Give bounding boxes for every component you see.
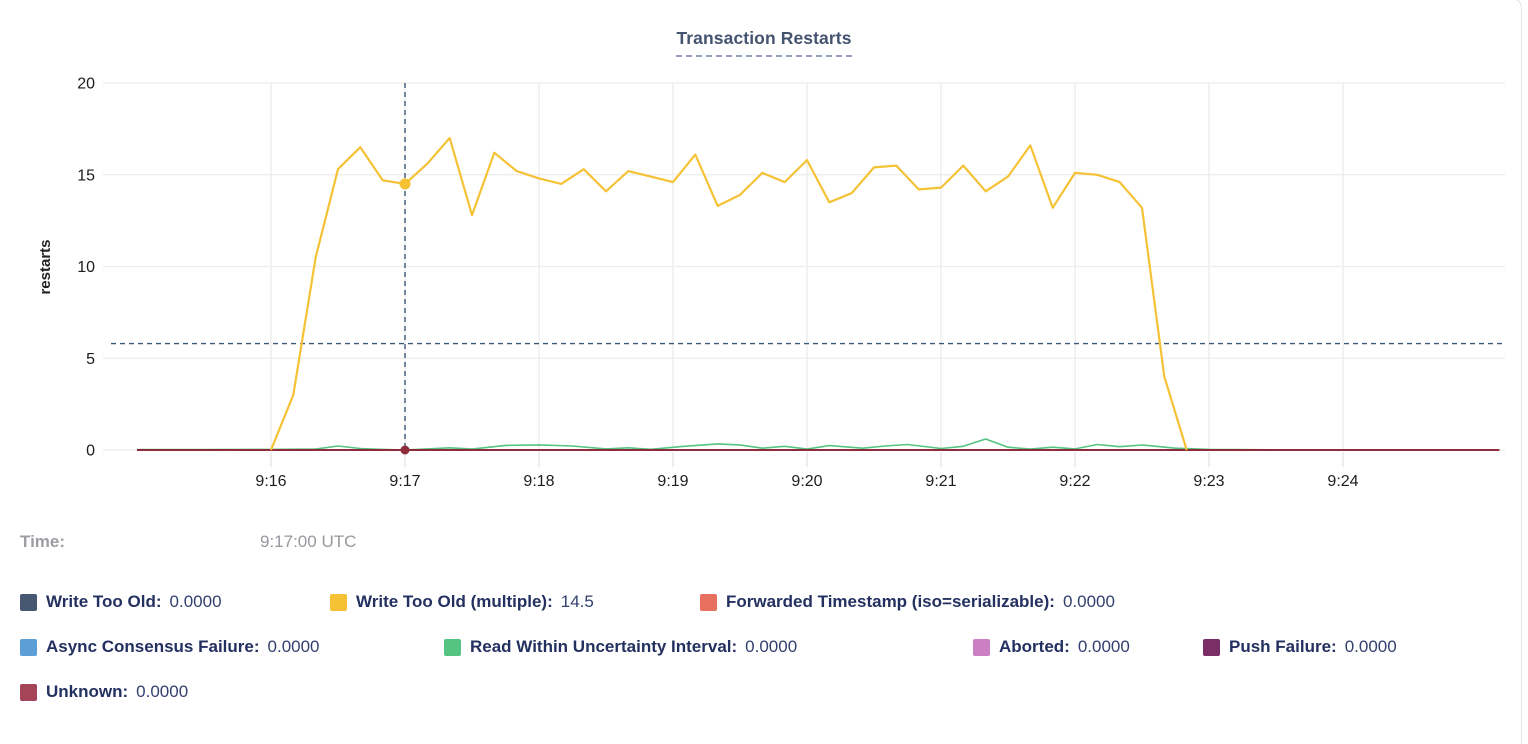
legend-item: Async Consensus Failure: 0.0000 <box>20 637 320 657</box>
y-tick-label: 15 <box>77 167 95 184</box>
hover-point <box>400 445 410 455</box>
x-tick-label: 9:17 <box>389 473 420 490</box>
chart-title: Transaction Restarts <box>676 28 852 57</box>
series-line-write-too-old-multiple <box>269 136 1188 451</box>
legend-label: Forwarded Timestamp (iso=serializable): <box>726 592 1055 611</box>
legend-item: Forwarded Timestamp (iso=serializable): 0… <box>700 592 1115 612</box>
legend-item: Write Too Old: 0.0000 <box>20 592 222 612</box>
legend-row: Write Too Old: 0.0000 Write Too Old (multi… <box>0 592 1528 620</box>
legend-swatch <box>1203 638 1220 656</box>
legend-swatch <box>20 593 37 611</box>
legend-item: Push Failure: 0.0000 <box>1203 637 1397 657</box>
x-tick-label: 9:21 <box>925 473 956 490</box>
hover-time-row: Time: 9:17:00 UTC <box>0 532 1528 558</box>
legend-label: Aborted: <box>999 637 1070 656</box>
legend-label: Async Consensus Failure: <box>46 637 260 656</box>
legend-swatch <box>700 593 717 611</box>
legend-item: Read Within Uncertainty Interval: 0.0000 <box>444 637 797 657</box>
legend-value: 0.0000 <box>1344 637 1397 656</box>
legend-label: Unknown: <box>46 682 129 701</box>
y-tick-label: 20 <box>77 76 95 93</box>
legend-value: 0.0000 <box>745 637 798 656</box>
legend-value: 0.0000 <box>267 637 320 656</box>
legend-label: Read Within Uncertainty Interval: <box>470 637 738 656</box>
legend-swatch <box>973 638 990 656</box>
legend-value: 0.0000 <box>136 682 189 701</box>
y-tick-label: 0 <box>86 443 95 460</box>
legend-value: 0.0000 <box>1062 592 1115 611</box>
legend-item: Unknown: 0.0000 <box>20 682 188 702</box>
legend-row: Unknown: 0.0000 <box>0 682 1528 710</box>
y-tick-label: 5 <box>86 351 95 368</box>
chart-plot-area[interactable]: 0 5 10 15 20 9:16 9:17 9:18 9:19 9:20 9:21 9:22 9:23… <box>0 0 1528 520</box>
y-axis-label: restarts <box>37 239 54 294</box>
y-tick-label: 10 <box>77 259 95 276</box>
legend-swatch <box>330 593 347 611</box>
x-tick-label: 9:16 <box>255 473 286 490</box>
legend-value: 0.0000 <box>169 592 222 611</box>
legend-label: Write Too Old (multiple): <box>356 592 553 611</box>
legend-swatch <box>444 638 461 656</box>
legend-row: Async Consensus Failure: 0.0000 Read Withi… <box>0 637 1528 665</box>
hover-time-value: 9:17:00 UTC <box>260 532 357 551</box>
legend-swatch <box>20 683 37 701</box>
x-tick-label: 9:18 <box>523 473 554 490</box>
hover-point <box>399 178 411 190</box>
legend-swatch <box>20 638 37 656</box>
chart-header: Transaction Restarts <box>0 28 1528 57</box>
x-tick-label: 9:19 <box>657 473 688 490</box>
x-tick-label: 9:22 <box>1059 473 1090 490</box>
x-tick-label: 9:20 <box>791 473 822 490</box>
legend-value: 0.0000 <box>1077 637 1130 656</box>
x-tick-label: 9:24 <box>1327 473 1358 490</box>
series-line-read-within-uncertainty-interval <box>137 438 1500 451</box>
legend-label: Push Failure: <box>1229 637 1337 656</box>
x-tick-label: 9:23 <box>1193 473 1224 490</box>
legend-item: Aborted: 0.0000 <box>973 637 1130 657</box>
legend-label: Write Too Old: <box>46 592 162 611</box>
legend-item: Write Too Old (multiple): 14.5 <box>330 592 594 612</box>
hover-time-label: Time: <box>20 532 66 551</box>
legend-value: 14.5 <box>560 592 594 611</box>
